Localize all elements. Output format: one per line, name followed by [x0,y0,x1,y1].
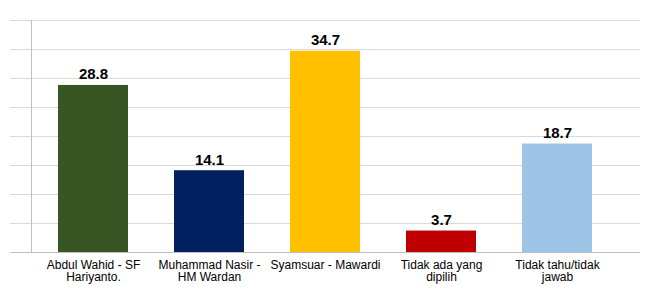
svg-text:Abdul Wahid - SFHariyanto.: Abdul Wahid - SFHariyanto. [47,258,141,284]
svg-text:Tidak ada yangdipilih: Tidak ada yangdipilih [401,258,483,284]
svg-text:3.7: 3.7 [431,211,452,228]
svg-text:Syamsuar - Mawardi: Syamsuar - Mawardi [270,258,380,272]
svg-text:Muhammad Nasir -HM Wardan: Muhammad Nasir -HM Wardan [158,258,260,284]
svg-text:28.8: 28.8 [79,65,108,82]
svg-text:Tidak tahu/tidakjawab: Tidak tahu/tidakjawab [515,258,600,284]
svg-text:18.7: 18.7 [543,124,572,141]
svg-text:34.7: 34.7 [311,31,340,48]
svg-text:14.1: 14.1 [195,151,224,168]
